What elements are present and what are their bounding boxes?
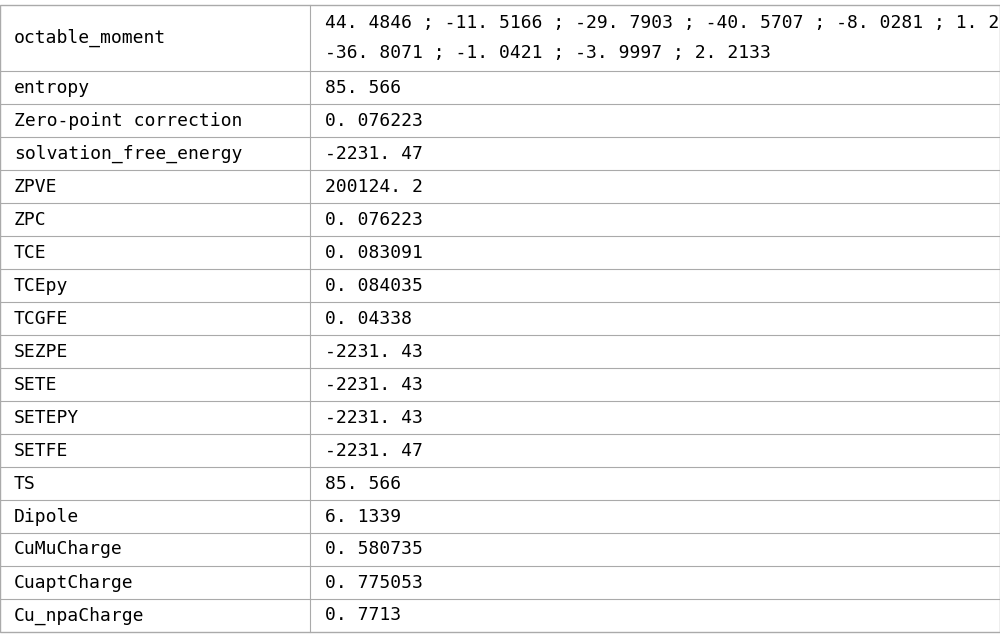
Text: ZPVE: ZPVE — [14, 178, 58, 196]
Text: Zero-point correction: Zero-point correction — [14, 111, 242, 129]
Text: 0. 7713: 0. 7713 — [325, 607, 401, 625]
Text: -36. 8071 ; -1. 0421 ; -3. 9997 ; 2. 2133: -36. 8071 ; -1. 0421 ; -3. 9997 ; 2. 213… — [325, 44, 771, 62]
Text: 0. 04338: 0. 04338 — [325, 310, 412, 328]
Text: -2231. 47: -2231. 47 — [325, 144, 423, 162]
Text: 44. 4846 ; -11. 5166 ; -29. 7903 ; -40. 5707 ; -8. 0281 ; 1. 2318 ;: 44. 4846 ; -11. 5166 ; -29. 7903 ; -40. … — [325, 14, 1000, 32]
Text: 6. 1339: 6. 1339 — [325, 507, 401, 526]
Text: 0. 084035: 0. 084035 — [325, 276, 423, 294]
Text: TS: TS — [14, 475, 36, 493]
Text: CuaptCharge: CuaptCharge — [14, 574, 134, 591]
Text: SEZPE: SEZPE — [14, 343, 68, 361]
Text: 85. 566: 85. 566 — [325, 79, 401, 97]
Text: 200124. 2: 200124. 2 — [325, 178, 423, 196]
Text: ZPC: ZPC — [14, 211, 47, 229]
Text: -2231. 43: -2231. 43 — [325, 408, 423, 426]
Text: SETE: SETE — [14, 375, 58, 393]
Text: CuMuCharge: CuMuCharge — [14, 540, 123, 558]
Text: 85. 566: 85. 566 — [325, 475, 401, 493]
Text: entropy: entropy — [14, 79, 90, 97]
Text: -2231. 47: -2231. 47 — [325, 442, 423, 460]
Text: 0. 076223: 0. 076223 — [325, 211, 423, 229]
Text: 0. 580735: 0. 580735 — [325, 540, 423, 558]
Text: TCEpy: TCEpy — [14, 276, 68, 294]
Text: SETFE: SETFE — [14, 442, 68, 460]
Text: 0. 775053: 0. 775053 — [325, 574, 423, 591]
Text: -2231. 43: -2231. 43 — [325, 343, 423, 361]
Text: 0. 083091: 0. 083091 — [325, 243, 423, 261]
Text: TCE: TCE — [14, 243, 47, 261]
Text: octable_moment: octable_moment — [14, 29, 166, 47]
Text: TCGFE: TCGFE — [14, 310, 68, 328]
Text: Cu_npaCharge: Cu_npaCharge — [14, 607, 144, 625]
Text: -2231. 43: -2231. 43 — [325, 375, 423, 393]
Text: Dipole: Dipole — [14, 507, 79, 526]
Text: 0. 076223: 0. 076223 — [325, 111, 423, 129]
Text: solvation_free_energy: solvation_free_energy — [14, 144, 242, 163]
Text: SETEPY: SETEPY — [14, 408, 79, 426]
